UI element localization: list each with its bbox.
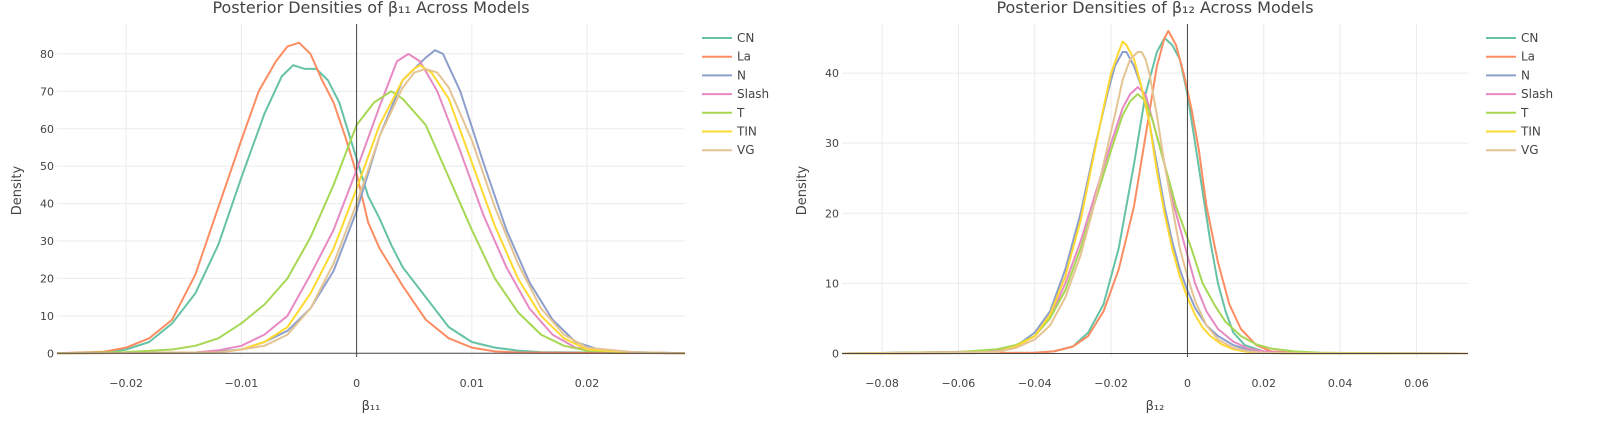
- series-line-cn: [841, 37, 1469, 355]
- series-line-vg: [56, 67, 686, 355]
- y-tick-label: 0: [47, 347, 54, 360]
- series-line-n: [841, 51, 1469, 355]
- y-tick-label: 60: [40, 123, 54, 136]
- x-tick-label: −0.02: [109, 377, 143, 390]
- legend-item-vg[interactable]: VG: [1486, 143, 1539, 157]
- series-line-tin: [841, 40, 1469, 355]
- legend-label: Slash: [1521, 87, 1553, 101]
- legend-label: VG: [737, 143, 755, 157]
- legend-label: N: [737, 68, 746, 82]
- legend-item-la[interactable]: La: [702, 50, 751, 64]
- chart-beta11: −0.02 −0.01 0 0.01 0.02 0 10 20 30 40 50 60 70 80 Post…: [10, 0, 769, 414]
- chart-title: Posterior Densities of β₁₂ Across Models: [996, 0, 1313, 17]
- legend-label: La: [737, 50, 751, 64]
- legend-item-slash[interactable]: Slash: [1486, 87, 1553, 101]
- legend-label: T: [736, 106, 745, 120]
- series-line-cn: [56, 64, 686, 355]
- y-tick-label: 40: [825, 67, 839, 80]
- x-tick-label: −0.01: [225, 377, 259, 390]
- y-tick-label: 50: [40, 160, 54, 173]
- y-axis-title: Density: [10, 165, 25, 215]
- chart-beta12: −0.08 −0.06 −0.04 −0.02 0 0.02 0.04 0.06 0 10 20 30…: [795, 0, 1553, 414]
- series-line-vg: [841, 51, 1469, 355]
- y-tick-label: 40: [40, 198, 54, 211]
- series-line-t: [56, 90, 686, 355]
- x-tick-label: 0.04: [1328, 377, 1353, 390]
- legend-label: TIN: [736, 125, 757, 139]
- legend-label: La: [1521, 50, 1535, 64]
- y-tick-label: 10: [825, 277, 839, 290]
- x-tick-label: −0.02: [1094, 377, 1128, 390]
- x-tick-label: −0.06: [942, 377, 976, 390]
- legend-label: Slash: [737, 87, 769, 101]
- x-tick-label: 0: [353, 377, 360, 390]
- legend-item-cn[interactable]: CN: [702, 31, 754, 45]
- y-tick-label: 0: [832, 347, 839, 360]
- legend-item-la[interactable]: La: [1486, 50, 1535, 64]
- legend-label: TIN: [1520, 125, 1541, 139]
- series-line-t: [841, 93, 1469, 355]
- legend-label: VG: [1521, 143, 1539, 157]
- x-tick-label: −0.04: [1018, 377, 1052, 390]
- y-tick-label: 30: [40, 235, 54, 248]
- series-line-slash: [56, 52, 686, 355]
- x-axis-title: β₁₁: [362, 399, 381, 414]
- legend-item-t[interactable]: T: [702, 106, 745, 120]
- y-tick-label: 80: [40, 48, 54, 61]
- y-tick-label: 20: [825, 207, 839, 220]
- x-tick-label: 0.02: [1252, 377, 1277, 390]
- legend-label: T: [1520, 106, 1529, 120]
- series-line-la: [841, 30, 1469, 355]
- legend-item-tin[interactable]: TIN: [702, 125, 757, 139]
- x-axis-title: β₁₂: [1146, 399, 1165, 414]
- legend: CN La N Slash T TIN VG: [1486, 31, 1553, 157]
- x-tick-label: −0.08: [865, 377, 899, 390]
- y-tick-label: 30: [825, 137, 839, 150]
- legend-item-n[interactable]: N: [702, 68, 746, 82]
- legend-item-t[interactable]: T: [1486, 106, 1529, 120]
- x-tick-label: 0.02: [575, 377, 600, 390]
- y-tick-label: 70: [40, 85, 54, 98]
- legend-item-n[interactable]: N: [1486, 68, 1530, 82]
- chart-title: Posterior Densities of β₁₁ Across Models: [212, 0, 529, 17]
- legend-label: N: [1521, 68, 1530, 82]
- legend: CN La N Slash T TIN VG: [702, 31, 769, 157]
- y-axis-title: Density: [795, 165, 810, 215]
- x-tick-label: 0: [1184, 377, 1191, 390]
- legend-item-slash[interactable]: Slash: [702, 87, 769, 101]
- series-line-tin: [56, 64, 686, 355]
- x-tick-label: 0.01: [460, 377, 485, 390]
- legend-item-vg[interactable]: VG: [702, 143, 755, 157]
- legend-label: CN: [1521, 31, 1538, 45]
- legend-label: CN: [737, 31, 754, 45]
- legend-item-cn[interactable]: CN: [1486, 31, 1538, 45]
- y-tick-label: 10: [40, 310, 54, 323]
- series-line-la: [56, 41, 686, 355]
- x-tick-label: 0.06: [1404, 377, 1429, 390]
- y-tick-label: 20: [40, 272, 54, 285]
- legend-item-tin[interactable]: TIN: [1486, 125, 1541, 139]
